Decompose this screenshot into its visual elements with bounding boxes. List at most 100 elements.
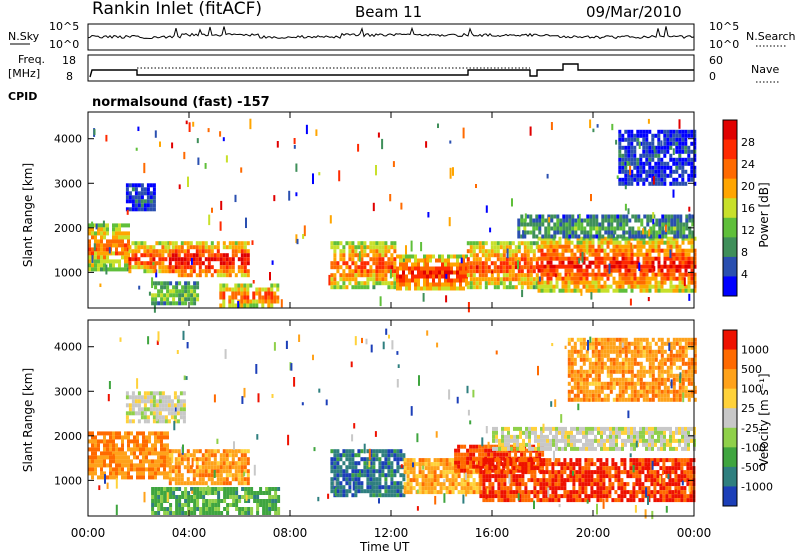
data-cell: [437, 123, 439, 129]
data-cell: [357, 143, 360, 152]
data-cell: [608, 490, 612, 495]
data-cell: [457, 464, 461, 469]
data-cell: [336, 245, 340, 250]
data-cell: [642, 137, 646, 142]
data-cell: [336, 457, 340, 462]
data-cell: [157, 431, 160, 436]
data-cell: [169, 507, 173, 511]
data-cell: [641, 482, 645, 487]
data-cell: [536, 466, 540, 471]
data-cell: [448, 466, 452, 471]
data-cell: [663, 240, 667, 245]
data-cell: [115, 267, 118, 272]
data-cell: [648, 284, 652, 289]
data-cell: [217, 491, 221, 495]
data-cell: [545, 470, 549, 475]
data-cell: [124, 463, 127, 468]
data-cell: [235, 507, 239, 511]
data-cell: [500, 486, 504, 491]
data-cell: [157, 499, 161, 503]
data-cell: [136, 475, 139, 480]
data-cell: [146, 207, 150, 212]
data-cell: [222, 241, 226, 246]
data-cell: [136, 447, 139, 452]
data-cell: [579, 244, 583, 249]
data-cell: [624, 244, 628, 249]
data-cell: [597, 256, 601, 261]
data-cell: [520, 218, 524, 223]
data-cell: [333, 261, 337, 266]
data-cell: [207, 249, 211, 254]
data-cell: [684, 181, 688, 186]
data-cell: [574, 218, 578, 223]
data-cell: [250, 491, 254, 495]
data-cell: [160, 503, 164, 507]
freq-label-line2: [MHz]: [8, 67, 40, 80]
data-cell: [146, 265, 150, 270]
data-cell: [588, 252, 592, 257]
data-cell: [519, 426, 522, 431]
data-cell: [121, 439, 124, 444]
y-tick-label: 2000: [54, 222, 82, 235]
data-cell: [183, 265, 187, 270]
data-cell: [679, 234, 683, 239]
data-cell: [676, 214, 680, 219]
data-cell: [118, 459, 121, 464]
data-cell: [588, 240, 592, 245]
data-cell: [633, 157, 637, 162]
data-cell: [423, 274, 426, 279]
data-cell: [276, 141, 279, 148]
data-cell: [94, 239, 97, 244]
data-cell: [88, 251, 91, 256]
data-cell: [650, 474, 654, 479]
data-cell: [222, 477, 226, 482]
data-cell: [318, 172, 321, 176]
data-cell: [631, 214, 635, 219]
data-cell: [115, 251, 118, 256]
data-cell: [149, 249, 153, 254]
data-cell: [219, 283, 223, 288]
data-cell: [662, 466, 666, 471]
data-cell: [466, 269, 470, 274]
data-cell: [535, 285, 539, 290]
data-cell: [175, 293, 179, 298]
data-cell: [673, 230, 677, 235]
data-cell: [564, 438, 567, 443]
data-cell: [214, 511, 218, 515]
data-cell: [184, 285, 188, 290]
data-cell: [193, 281, 197, 286]
data-cell: [472, 269, 476, 274]
data-cell: [683, 498, 687, 503]
data-cell: [535, 218, 539, 223]
data-cell: [387, 285, 391, 290]
data-cell: [369, 461, 373, 466]
data-cell: [262, 499, 266, 503]
data-cell: [575, 498, 579, 503]
data-cell: [472, 249, 476, 254]
data-cell: [231, 257, 235, 262]
data-cell: [678, 133, 682, 138]
data-cell: [333, 453, 337, 458]
data-cell: [512, 478, 516, 483]
data-cell: [235, 503, 239, 507]
data-cell: [639, 280, 643, 285]
data-cell: [155, 419, 159, 424]
data-cell: [94, 451, 97, 456]
data-cell: [166, 443, 169, 448]
data-cell: [618, 264, 622, 269]
data-cell: [158, 261, 162, 266]
data-cell: [439, 474, 443, 479]
data-cell: [630, 264, 634, 269]
data-cell: [611, 458, 615, 463]
data-cell: [187, 499, 191, 503]
data-cell: [612, 268, 616, 273]
data-cell: [606, 252, 610, 257]
data-cell: [490, 241, 494, 246]
data-cell: [684, 284, 688, 289]
data-cell: [587, 482, 591, 487]
data-cell: [152, 245, 156, 250]
data-cell: [529, 222, 533, 227]
data-cell: [118, 447, 121, 452]
data-cell: [354, 273, 358, 278]
data-cell: [406, 478, 410, 483]
